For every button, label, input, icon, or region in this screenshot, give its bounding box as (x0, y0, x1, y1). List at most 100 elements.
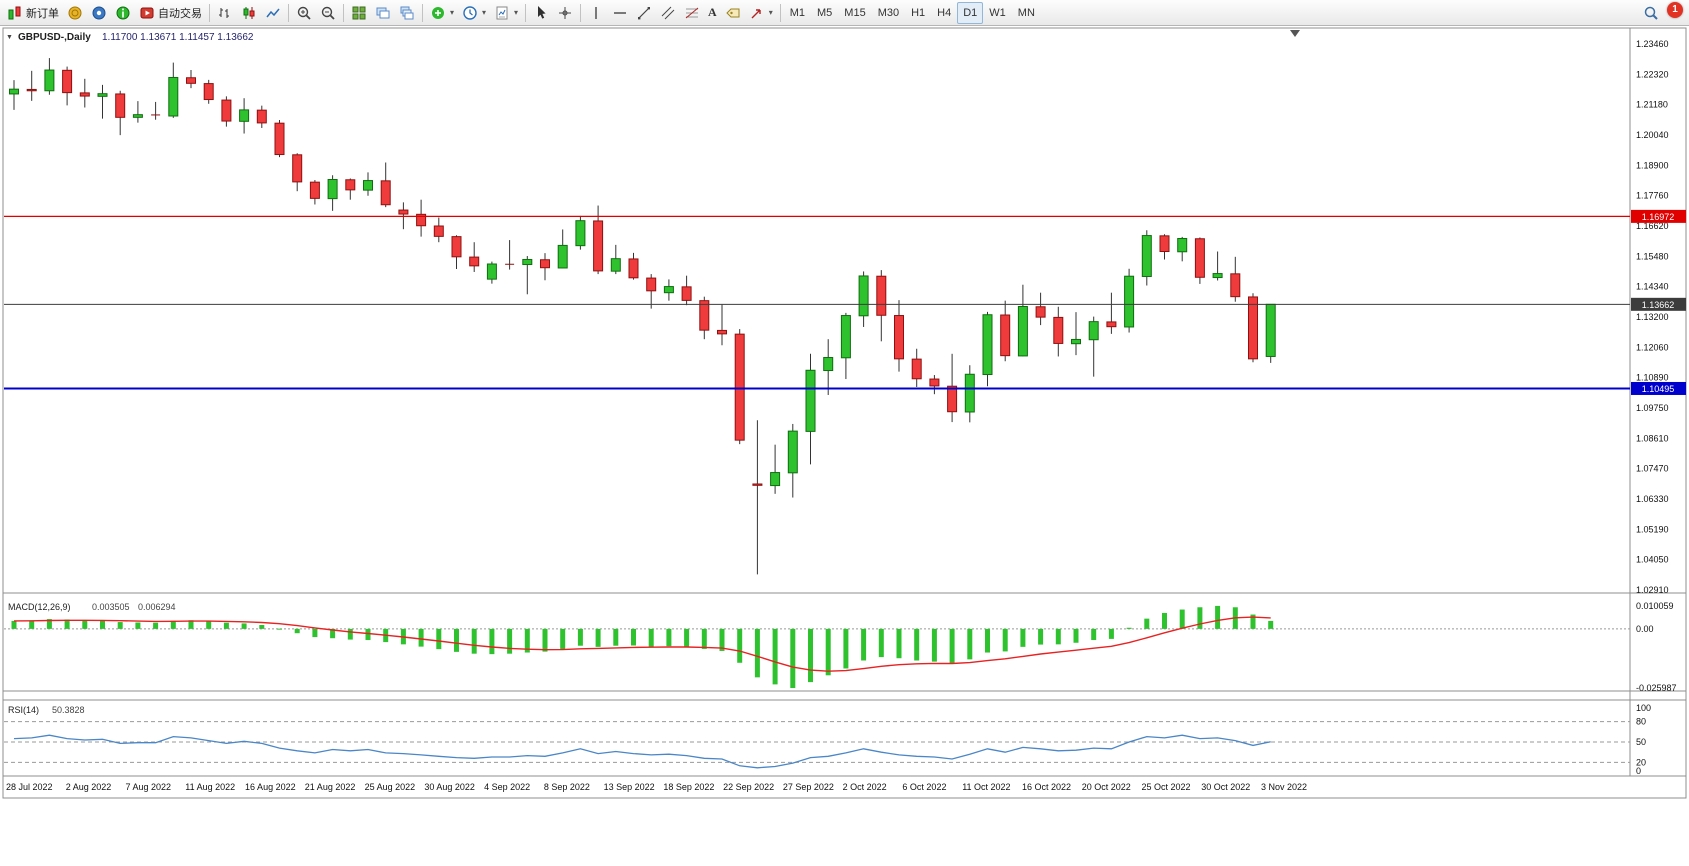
zoom-out-icon (321, 6, 335, 20)
macd-histogram-bar (808, 628, 813, 683)
cursor-icon (538, 5, 546, 19)
crosshair-button[interactable] (553, 2, 577, 24)
candle-bearish (734, 333, 745, 441)
channel-tool-button[interactable] (656, 2, 680, 24)
macd-histogram-bar (347, 628, 353, 640)
trendline-tool-button[interactable] (632, 2, 656, 24)
timeframe-button-m1[interactable]: M1 (784, 2, 811, 24)
templates-icon (496, 6, 508, 19)
market-watch-button[interactable] (63, 2, 87, 24)
date-axis-label: 22 Sep 2022 (723, 782, 774, 792)
candle-bullish (1141, 235, 1152, 277)
date-axis-label: 2 Oct 2022 (843, 782, 887, 792)
date-axis-label: 18 Sep 2022 (663, 782, 714, 792)
indicators-button[interactable]: ▾ (426, 2, 458, 24)
candle-bearish (699, 300, 710, 331)
macd-histogram-bar (29, 620, 35, 629)
macd-histogram-bar (1020, 628, 1026, 647)
candle-bullish (486, 263, 497, 280)
timeframe-button-d1[interactable]: D1 (957, 1, 984, 24)
candle-bullish (858, 275, 869, 317)
zoom-out-button[interactable] (316, 2, 340, 24)
macd-histogram-bar (489, 628, 495, 655)
dropdown-caret-icon: ▾ (450, 8, 455, 17)
macd-histogram-bar (365, 628, 371, 641)
arrows-tool-button[interactable]: ▾ (745, 2, 777, 24)
macd-histogram-bar (418, 628, 424, 647)
price-axis-label: 1.04050 (1636, 555, 1669, 565)
ohlc-quote: 1.11700 1.13671 1.11457 1.13662 (102, 32, 254, 43)
support-line-price-tag (1631, 381, 1686, 395)
autotrading-button[interactable]: 自动交易 (135, 2, 206, 24)
date-axis-label: 16 Aug 2022 (245, 782, 296, 792)
timeframe-button-h4[interactable]: H4 (931, 2, 957, 24)
price-axis-label: 1.14340 (1636, 282, 1669, 292)
timeframe-button-w1[interactable]: W1 (983, 2, 1012, 24)
macd-histogram-bar (1126, 627, 1132, 629)
line-chart-button[interactable] (261, 2, 285, 24)
macd-histogram-bar (878, 628, 884, 658)
candle-bullish (1088, 321, 1099, 341)
macd-histogram-bar (613, 628, 619, 646)
macd-histogram-bar (631, 628, 636, 646)
chart-canvas[interactable]: 1.23460 1.22320 1.21180 1.20040 1.18900 1.177… (0, 26, 1689, 866)
macd-histogram-bar (330, 628, 336, 639)
candle-bearish (911, 358, 922, 380)
candle-bullish (1071, 338, 1081, 345)
toolbar-divider (288, 3, 289, 22)
macd-histogram-bar (1162, 612, 1167, 629)
cascade-windows-button[interactable] (395, 2, 419, 24)
timeframe-button-h1[interactable]: H1 (905, 2, 931, 24)
rsi-axis-label: 0 (1636, 766, 1641, 776)
price-axis-label: 1.10890 (1636, 373, 1669, 383)
periods-button[interactable]: ▾ (458, 2, 490, 24)
candle-bullish (44, 69, 55, 92)
tile-windows-button[interactable] (347, 2, 371, 24)
price-axis-label: 1.20040 (1636, 130, 1669, 140)
macd-histogram-bar (931, 628, 937, 662)
price-axis-label: 1.17760 (1636, 191, 1669, 201)
date-axis-label: 11 Aug 2022 (185, 782, 235, 792)
notification-badge[interactable]: 1 (1667, 2, 1683, 18)
search-button[interactable] (1639, 2, 1663, 24)
candlestick-chart-button[interactable] (237, 2, 261, 24)
bar-chart-button[interactable] (213, 2, 237, 24)
macd-histogram-bar (1038, 628, 1044, 645)
macd-histogram-bar (843, 628, 849, 669)
fibonacci-tool-button[interactable] (680, 2, 704, 24)
macd-histogram-bar (135, 622, 141, 629)
new-order-button[interactable]: 新订单 (3, 2, 63, 24)
macd-histogram-bar (790, 628, 796, 689)
channel-icon (661, 6, 675, 19)
candle-bearish (947, 385, 958, 413)
messages-button[interactable] (87, 2, 111, 24)
vertical-line-tool-button[interactable] (584, 2, 608, 24)
macd-histogram-bar (1055, 628, 1061, 645)
horizontal-line-tool-button[interactable] (608, 2, 632, 24)
info-button[interactable] (111, 2, 135, 24)
timeframe-button-m15[interactable]: M15 (838, 2, 871, 24)
arrange-windows-button[interactable] (371, 2, 395, 24)
new-order-icon (8, 6, 21, 19)
macd-histogram-bar (206, 621, 212, 629)
candle-bullish (9, 88, 19, 95)
cascade-windows-icon (400, 6, 414, 19)
candle-bearish (1159, 235, 1170, 253)
messages-icon (92, 6, 106, 19)
zoom-in-button[interactable] (292, 2, 316, 24)
text-label-tool-button[interactable] (721, 2, 745, 24)
rsi-line (13, 734, 1271, 769)
bar-chart-icon (219, 7, 229, 18)
timeframe-button-mn[interactable]: MN (1012, 2, 1041, 24)
timeframe-button-m30[interactable]: M30 (872, 2, 905, 24)
templates-button[interactable]: ▾ (490, 2, 522, 24)
timeframe-button-m5[interactable]: M5 (811, 2, 838, 24)
trendline-icon (638, 6, 651, 19)
price-axis-label: 1.23460 (1636, 39, 1669, 49)
cursor-button[interactable] (529, 2, 553, 24)
candle-bearish (309, 181, 320, 199)
periods-icon (463, 5, 477, 20)
rsi-indicator-label: RSI(14) (8, 705, 39, 715)
text-tool-button[interactable]: A (704, 2, 721, 24)
